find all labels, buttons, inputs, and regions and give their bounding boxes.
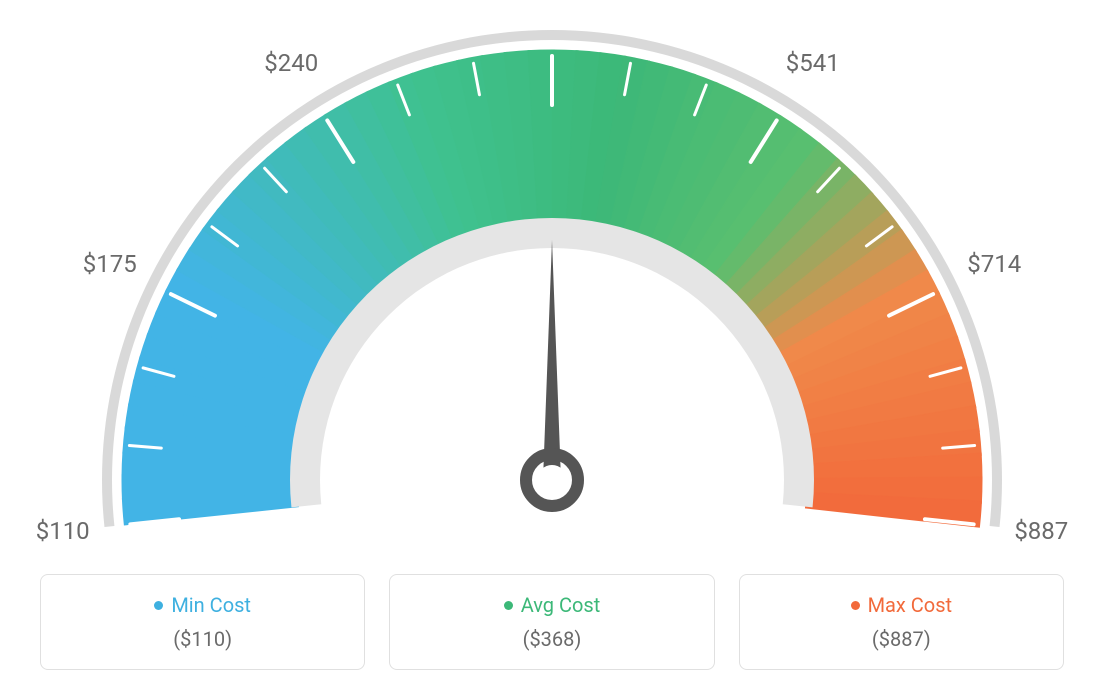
legend-value-max: ($887) bbox=[750, 627, 1053, 651]
gauge-area: $110 $175 $240 $368 $541 $714 $887 bbox=[0, 0, 1104, 560]
gauge-tick-label: $240 bbox=[264, 49, 318, 77]
dot-max bbox=[851, 601, 860, 610]
legend-label-avg: Avg Cost bbox=[504, 593, 601, 617]
gauge-tick-label: $887 bbox=[1014, 517, 1068, 545]
cost-gauge-widget: { "gauge": { "type": "gauge", "center_x"… bbox=[0, 0, 1104, 690]
legend-row: Min Cost ($110) Avg Cost ($368) Max Cost… bbox=[40, 574, 1064, 670]
legend-text-avg: Avg Cost bbox=[521, 593, 601, 617]
gauge-tick-label: $541 bbox=[786, 49, 840, 77]
legend-label-min: Min Cost bbox=[154, 593, 251, 617]
gauge-tick-label: $714 bbox=[967, 250, 1021, 278]
legend-text-max: Max Cost bbox=[868, 593, 953, 617]
dot-avg bbox=[504, 601, 513, 610]
gauge-tick-label: $368 bbox=[525, 0, 579, 2]
dot-min bbox=[154, 601, 163, 610]
legend-card-avg: Avg Cost ($368) bbox=[389, 574, 714, 670]
gauge-tick-label: $175 bbox=[83, 250, 137, 278]
legend-value-avg: ($368) bbox=[400, 627, 703, 651]
legend-card-min: Min Cost ($110) bbox=[40, 574, 365, 670]
legend-text-min: Min Cost bbox=[171, 593, 251, 617]
legend-label-max: Max Cost bbox=[851, 593, 953, 617]
gauge-svg bbox=[0, 0, 1104, 560]
legend-value-min: ($110) bbox=[51, 627, 354, 651]
legend-card-max: Max Cost ($887) bbox=[739, 574, 1064, 670]
gauge-tick-label: $110 bbox=[36, 517, 90, 545]
